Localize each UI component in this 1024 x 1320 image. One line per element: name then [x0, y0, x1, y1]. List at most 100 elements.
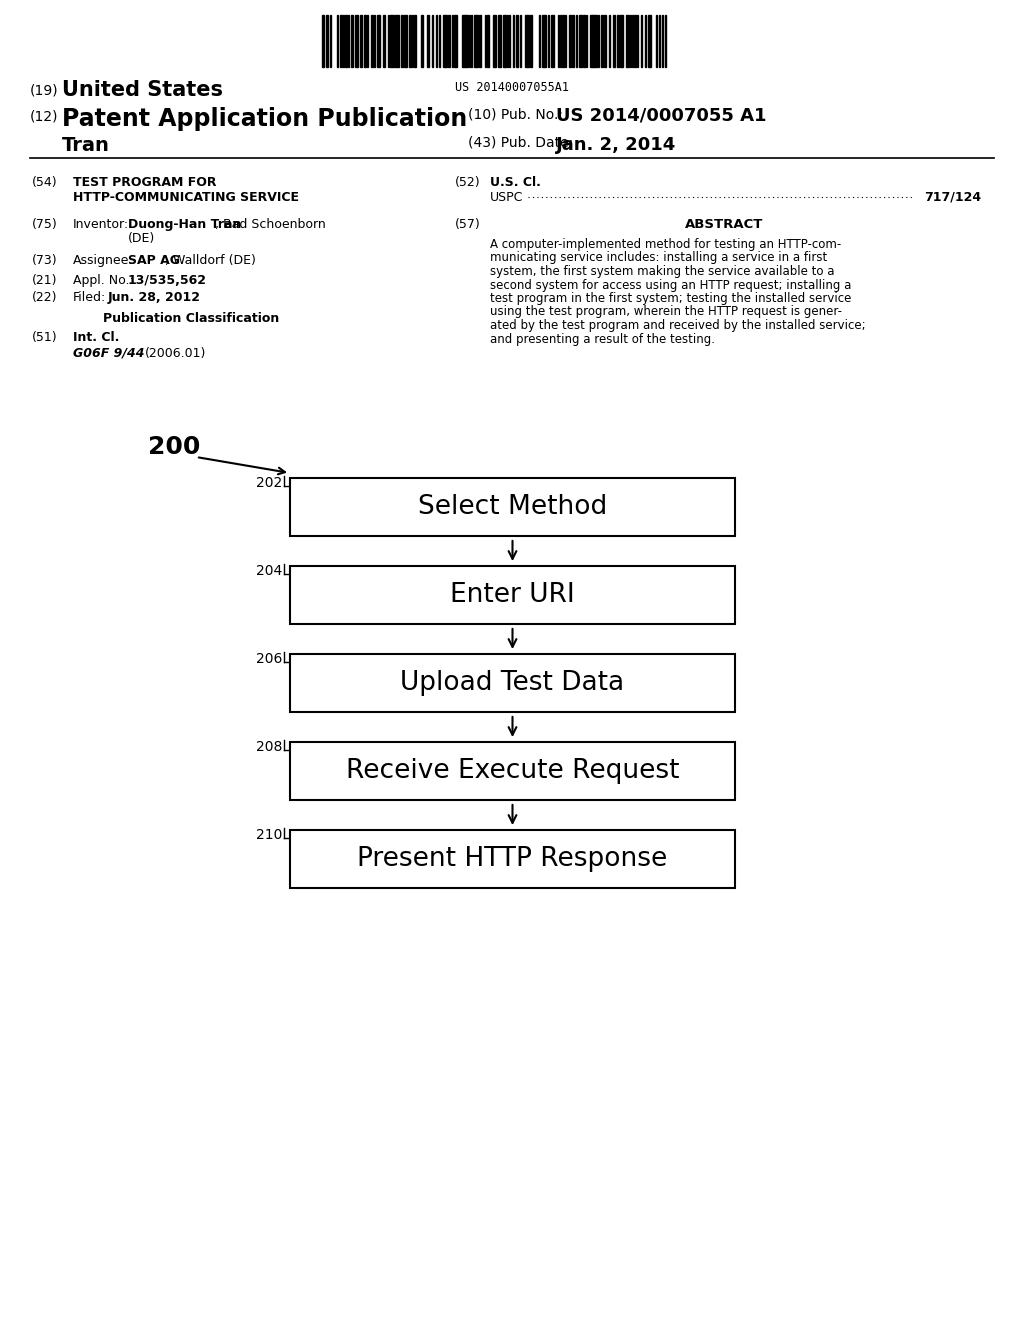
Bar — [465, 15, 468, 67]
Bar — [326, 15, 328, 67]
FancyBboxPatch shape — [290, 830, 735, 888]
Text: test program in the first system; testing the installed service: test program in the first system; testin… — [490, 292, 851, 305]
Text: (52): (52) — [455, 176, 480, 189]
FancyBboxPatch shape — [290, 653, 735, 711]
Text: (54): (54) — [32, 176, 57, 189]
Bar — [595, 15, 597, 67]
Text: (57): (57) — [455, 218, 480, 231]
Text: US 20140007055A1: US 20140007055A1 — [455, 81, 569, 94]
Text: Receive Execute Request: Receive Execute Request — [346, 758, 679, 784]
Bar — [634, 15, 636, 67]
Text: Present HTTP Response: Present HTTP Response — [357, 846, 668, 873]
Bar — [377, 15, 380, 67]
Text: ated by the test program and received by the installed service;: ated by the test program and received by… — [490, 319, 865, 333]
Bar — [530, 15, 532, 67]
Text: Filed:: Filed: — [73, 290, 106, 304]
Text: (75): (75) — [32, 218, 57, 231]
Bar — [626, 15, 629, 67]
Text: ABSTRACT: ABSTRACT — [685, 218, 764, 231]
Bar — [648, 15, 651, 67]
Bar — [542, 15, 545, 67]
Text: US 2014/0007055 A1: US 2014/0007055 A1 — [556, 107, 767, 125]
Bar — [572, 15, 574, 67]
Bar — [322, 15, 324, 67]
Bar — [617, 15, 618, 67]
Text: HTTP-COMMUNICATING SERVICE: HTTP-COMMUNICATING SERVICE — [73, 191, 299, 205]
Text: Patent Application Publication: Patent Application Publication — [62, 107, 467, 131]
Bar — [579, 15, 582, 67]
Text: United States: United States — [62, 81, 223, 100]
Text: (73): (73) — [32, 253, 57, 267]
Text: municating service includes: installing a service in a first: municating service includes: installing … — [490, 252, 827, 264]
Text: 202: 202 — [256, 477, 282, 490]
Text: 204: 204 — [256, 564, 282, 578]
Text: Upload Test Data: Upload Test Data — [400, 671, 625, 696]
Text: and presenting a result of the testing.: and presenting a result of the testing. — [490, 333, 715, 346]
Text: 210: 210 — [256, 828, 282, 842]
Bar — [454, 15, 456, 67]
Bar — [449, 15, 450, 67]
Bar — [355, 15, 358, 67]
Bar — [443, 15, 445, 67]
Bar — [351, 15, 353, 67]
Text: Inventor:: Inventor: — [73, 218, 129, 231]
Bar — [345, 15, 347, 67]
Bar — [516, 15, 518, 67]
Bar — [340, 15, 342, 67]
Text: , Bad Schoenborn: , Bad Schoenborn — [215, 218, 326, 231]
Text: second system for access using an HTTP request; installing a: second system for access using an HTTP r… — [490, 279, 851, 292]
Bar — [601, 15, 603, 67]
Text: G06F 9/44: G06F 9/44 — [73, 347, 144, 360]
Text: Jan. 2, 2014: Jan. 2, 2014 — [556, 136, 676, 154]
Bar — [592, 15, 595, 67]
Bar — [404, 15, 407, 67]
Text: (19): (19) — [30, 83, 58, 96]
Text: U.S. Cl.: U.S. Cl. — [490, 176, 541, 189]
Bar — [562, 15, 564, 67]
Bar — [427, 15, 429, 67]
Text: Select Method: Select Method — [418, 494, 607, 520]
Text: (43) Pub. Date:: (43) Pub. Date: — [468, 136, 573, 150]
Text: TEST PROGRAM FOR: TEST PROGRAM FOR — [73, 176, 216, 189]
Text: A computer-implemented method for testing an HTTP-com-: A computer-implemented method for testin… — [490, 238, 842, 251]
Bar — [620, 15, 623, 67]
Text: (51): (51) — [32, 331, 57, 345]
Text: (21): (21) — [32, 275, 57, 286]
FancyBboxPatch shape — [290, 742, 735, 800]
Text: 13/535,562: 13/535,562 — [128, 275, 207, 286]
Text: using the test program, wherein the HTTP request is gener-: using the test program, wherein the HTTP… — [490, 305, 842, 318]
Bar — [383, 15, 385, 67]
Text: 200: 200 — [148, 436, 201, 459]
Text: USPC: USPC — [490, 191, 523, 205]
Text: Assignee:: Assignee: — [73, 253, 133, 267]
Bar — [590, 15, 592, 67]
Bar — [395, 15, 399, 67]
Bar — [401, 15, 403, 67]
Text: (12): (12) — [30, 110, 58, 124]
Bar — [360, 15, 362, 67]
Bar — [583, 15, 585, 67]
Text: Publication Classification: Publication Classification — [103, 312, 280, 325]
Bar — [569, 15, 571, 67]
Bar — [474, 15, 478, 67]
Bar — [414, 15, 416, 67]
Text: SAP AG: SAP AG — [128, 253, 180, 267]
Text: Tran: Tran — [62, 136, 110, 154]
Bar — [390, 15, 393, 67]
Bar — [525, 15, 528, 67]
Text: Duong-Han Tran: Duong-Han Tran — [128, 218, 242, 231]
Text: (22): (22) — [32, 290, 57, 304]
Text: (10) Pub. No.:: (10) Pub. No.: — [468, 107, 563, 121]
Text: Enter URI: Enter URI — [451, 582, 574, 609]
Text: 717/124: 717/124 — [924, 191, 981, 205]
FancyBboxPatch shape — [290, 566, 735, 624]
Bar — [613, 15, 615, 67]
Text: 208: 208 — [256, 741, 282, 754]
Text: system, the first system making the service available to a: system, the first system making the serv… — [490, 265, 835, 279]
Text: (DE): (DE) — [128, 232, 156, 246]
Bar — [503, 15, 506, 67]
Bar — [479, 15, 481, 67]
FancyBboxPatch shape — [290, 478, 735, 536]
Text: 206: 206 — [256, 652, 282, 667]
Bar — [409, 15, 411, 67]
